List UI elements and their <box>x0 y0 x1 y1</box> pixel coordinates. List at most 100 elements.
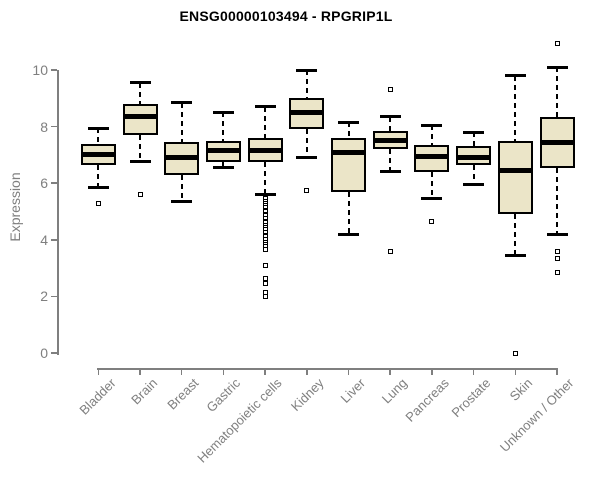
box <box>497 140 533 215</box>
whisker-cap-upper <box>463 130 485 134</box>
outlier-point <box>95 200 101 206</box>
whisker-cap-lower <box>379 170 401 174</box>
whisker-cap-upper <box>504 74 526 78</box>
whisker-lower <box>222 161 225 168</box>
outlier-point <box>554 269 560 275</box>
x-tick-label: Pancreas <box>402 375 452 425</box>
whisker-cap-lower <box>87 185 109 189</box>
whisker-lower <box>139 135 141 162</box>
whisker-upper <box>430 125 433 145</box>
whisker-lower <box>305 129 308 158</box>
whisker-cap-lower <box>171 200 193 204</box>
x-tick <box>472 368 475 375</box>
x-tick <box>306 368 308 375</box>
whisker-upper <box>514 75 517 141</box>
whisker-cap-lower <box>504 253 526 257</box>
median-line <box>164 155 200 161</box>
outlier-point <box>262 281 268 287</box>
median-line <box>539 139 575 145</box>
y-tick <box>51 69 57 71</box>
median-line <box>247 148 283 154</box>
x-tick <box>514 368 517 375</box>
y-tick-label: 0 <box>40 345 48 361</box>
median-line <box>456 155 492 161</box>
whisker-upper <box>305 70 308 99</box>
x-tick-label: Kidney <box>287 375 327 415</box>
whisker-cap-lower <box>212 166 234 170</box>
median-line <box>289 109 325 115</box>
y-tick <box>51 182 57 184</box>
whisker-cap-upper <box>338 120 359 124</box>
x-tick <box>264 368 266 375</box>
whisker-lower <box>180 174 183 202</box>
x-tick-label: Lung <box>379 375 411 407</box>
whisker-cap-lower <box>296 156 318 160</box>
y-tick-label: 10 <box>32 62 48 78</box>
whisker-lower <box>389 149 392 172</box>
whisker-lower <box>347 191 350 235</box>
x-tick-label: Skin <box>506 375 536 404</box>
outlier-point <box>554 248 560 254</box>
x-tick-label: Bladder <box>75 375 119 418</box>
whisker-cap-upper <box>296 68 318 72</box>
x-tick <box>347 368 350 375</box>
x-tick-label: Breast <box>164 375 202 413</box>
outlier-point <box>137 192 143 198</box>
whisker-upper <box>222 112 225 141</box>
outlier-point <box>554 40 560 46</box>
whisker-cap-lower <box>338 232 359 236</box>
x-tick <box>139 368 141 375</box>
whisker-lower <box>556 167 558 235</box>
outlier-point <box>512 350 518 356</box>
outlier-point <box>429 218 435 224</box>
x-tick <box>431 368 433 375</box>
whisker-upper <box>264 106 267 138</box>
x-tick-label: Unknown / Other <box>497 375 577 455</box>
median-line <box>122 114 158 120</box>
median-line <box>497 167 533 173</box>
whisker-cap-upper <box>546 65 568 69</box>
y-tick-label: 4 <box>40 231 48 248</box>
x-tick <box>180 368 183 375</box>
whisker-cap-upper <box>212 110 234 114</box>
median-line <box>205 148 241 154</box>
x-tick <box>97 368 100 375</box>
median-line <box>80 152 116 158</box>
median-line <box>372 138 408 144</box>
whisker-cap-lower <box>421 197 443 201</box>
whisker-upper <box>347 122 350 138</box>
box <box>122 103 158 136</box>
x-axis-line <box>97 368 558 370</box>
y-tick-label: 6 <box>40 175 48 192</box>
whisker-upper <box>472 132 475 147</box>
whisker-upper <box>97 128 100 144</box>
whisker-cap-upper <box>421 123 443 127</box>
whisker-lower <box>97 164 100 188</box>
y-tick-label: 2 <box>40 288 48 305</box>
plot-title: ENSG00000103494 - RPGRIP1L <box>179 8 393 24</box>
x-tick <box>222 368 225 375</box>
x-tick-label: Brain <box>127 375 160 408</box>
whisker-upper <box>389 116 392 131</box>
outlier-point <box>262 262 268 268</box>
box <box>331 137 366 192</box>
whisker-lower <box>472 164 475 185</box>
whisker-cap-lower <box>463 183 485 187</box>
x-tick <box>556 368 558 375</box>
whisker-cap-upper <box>87 126 109 130</box>
outlier-point <box>387 87 393 93</box>
x-tick-label: Hematopoietic cells <box>194 375 286 466</box>
outlier-point <box>554 255 560 261</box>
median-line <box>414 153 450 159</box>
whisker-upper <box>556 67 558 117</box>
whisker-cap-lower <box>546 232 568 236</box>
whisker-cap-upper <box>129 81 151 85</box>
outlier-point <box>262 293 268 299</box>
outlier-point <box>387 248 393 254</box>
y-tick-label: 8 <box>40 118 48 135</box>
y-tick <box>51 295 57 298</box>
x-tick-label: Liver <box>337 375 369 406</box>
outlier-point <box>262 275 268 281</box>
